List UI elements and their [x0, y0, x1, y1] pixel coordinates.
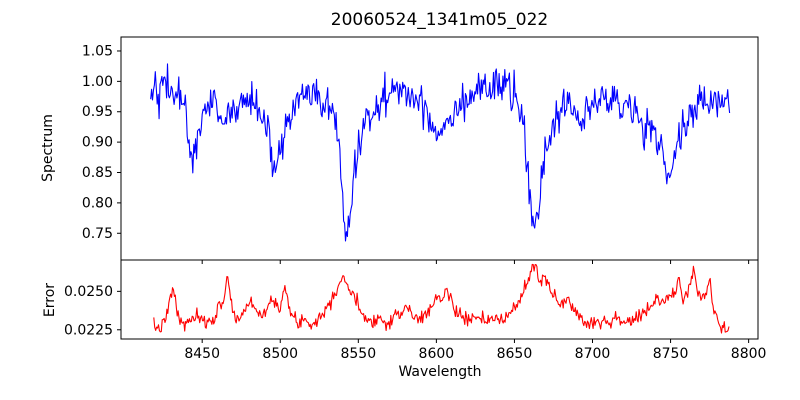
spectrum-ytick-label: 1.05	[82, 43, 113, 59]
spectrum-y-axis-label: Spectrum	[40, 114, 56, 182]
spectrum-ytick-label: 1.00	[82, 74, 113, 90]
xtick-label: 8650	[497, 346, 533, 362]
error-ytick-label: 0.0225	[64, 322, 113, 338]
xtick-label: 8550	[340, 346, 376, 362]
chart-title: 20060524_1341m05_022	[330, 10, 549, 30]
error-ytick-label: 0.0250	[64, 284, 113, 300]
spectrum-ytick-label: 0.90	[82, 135, 113, 151]
xtick-label: 8700	[575, 346, 611, 362]
spectrum-line	[150, 63, 731, 242]
spectrum-ytick-label: 0.80	[82, 195, 113, 211]
xtick-label: 8600	[419, 346, 455, 362]
xtick-label: 8450	[184, 346, 220, 362]
spectrum-ytick-label: 0.85	[82, 165, 113, 181]
error-line	[153, 263, 730, 334]
xtick-label: 8500	[262, 346, 298, 362]
xtick-label: 8750	[653, 346, 689, 362]
spectrum-ytick-label: 0.95	[82, 104, 113, 120]
spectrum-ytick-label: 0.75	[82, 226, 113, 242]
error-plot-border	[120, 259, 759, 340]
x-axis-label: Wavelength	[398, 364, 482, 380]
error-y-axis-label: Error	[42, 282, 58, 318]
xtick-label: 8800	[731, 346, 767, 362]
